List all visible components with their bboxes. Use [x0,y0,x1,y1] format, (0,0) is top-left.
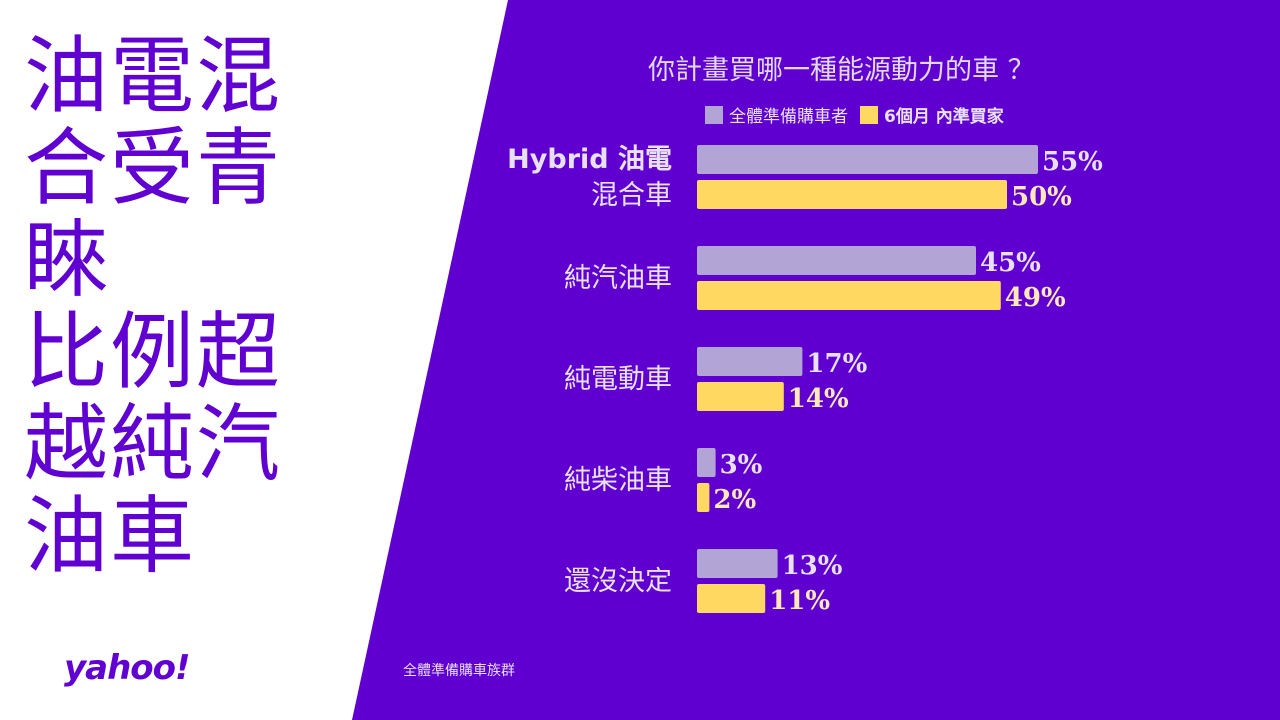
headline-line: 睞 [24,211,111,309]
bar [697,145,1038,174]
legend-label-6m: 6個月 內準買家 [884,107,1004,127]
headline-line: 越純汽 [24,395,283,493]
data-label: 14% [788,384,849,414]
legend: 全體準備購車者 6個月 內準買家 [705,102,1004,127]
data-label: 55% [1042,147,1103,177]
data-label: 45% [980,248,1041,278]
bar [697,448,716,477]
data-label: 2% [713,485,756,515]
bar [697,246,976,275]
bar [697,180,1007,209]
bar [697,549,778,578]
bar [697,347,803,376]
headline-line: 比例超 [24,303,283,401]
data-label: 49% [1005,283,1066,313]
headline: 油電混 合受青 睞 比例超 越純汽 油車 [24,30,282,582]
data-label: 3% [720,450,763,480]
category-label: 純電動車 [564,364,672,395]
bar [697,584,766,613]
data-label: 50% [1011,182,1072,212]
category-label: 純柴油車 [564,465,672,496]
data-label: 11% [769,586,830,616]
category-label: 還沒決定 [564,566,672,597]
category-label: 純汽油車 [564,263,672,294]
headline-line: 油電混 [24,27,283,125]
legend-swatch-all [705,105,723,124]
category-label: Hybrid 油電 [507,144,672,175]
chart-title: 你計畫買哪一種能源動力的車 ？ [648,55,1035,86]
headline-line: 合受青 [24,119,283,217]
data-label: 17% [806,349,867,379]
bar [697,382,784,411]
footnote: 全體準備購車族群 [403,663,515,679]
headline-line: 油車 [24,487,197,585]
data-label: 13% [782,551,843,581]
bar [697,281,1001,310]
legend-swatch-6m [860,105,878,124]
bar [697,483,710,512]
category-label: 混合車 [591,180,672,211]
legend-label-all: 全體準備購車者 [729,107,848,127]
yahoo-logo: yahoo! [64,648,191,688]
